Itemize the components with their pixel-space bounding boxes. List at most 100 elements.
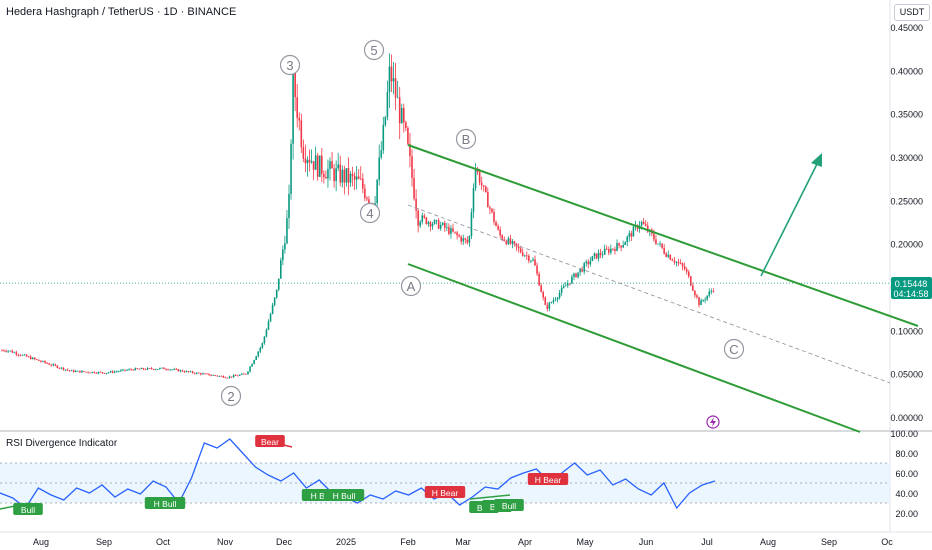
candle-body	[288, 193, 290, 219]
time-tick-label: Oct	[156, 537, 171, 547]
candle-body	[489, 207, 491, 209]
rsi-tick-label: 60.00	[895, 469, 918, 479]
candle-body	[81, 370, 83, 373]
candle-body	[587, 261, 590, 265]
candle-body	[462, 238, 465, 242]
candle-body	[497, 226, 499, 230]
candle-body	[337, 164, 339, 169]
time-tick-label: Apr	[518, 537, 532, 547]
time-tick-label: Aug	[33, 537, 49, 547]
candle-body	[405, 122, 407, 128]
wave-circle	[359, 202, 381, 224]
candle-body	[444, 222, 446, 228]
candle-body	[569, 283, 571, 285]
candle-body	[591, 256, 594, 262]
candle-body	[70, 370, 73, 372]
candle-body	[437, 220, 440, 229]
candle-body	[605, 248, 608, 250]
time-tick-label: Mar	[455, 537, 471, 547]
candle-body	[499, 229, 501, 236]
price-tick-label: 0.40000	[890, 66, 923, 76]
candle-body	[433, 220, 436, 224]
candle-body	[620, 245, 622, 248]
candle-body	[392, 78, 395, 82]
candle-body	[284, 243, 286, 250]
candle-body	[161, 367, 163, 369]
candle-body	[480, 182, 483, 186]
candle-body	[538, 273, 540, 286]
price-tick-label: 0.00000	[890, 413, 923, 423]
candle-body	[187, 371, 190, 372]
candle-body	[107, 372, 110, 374]
candle-body	[468, 236, 471, 243]
candle-body	[398, 97, 401, 124]
candle-body	[226, 377, 229, 379]
candle-body	[204, 373, 206, 375]
candle-body	[294, 68, 296, 98]
candle-body	[409, 143, 411, 157]
candle-body	[482, 185, 485, 187]
candle-body	[181, 370, 184, 372]
candle-body	[626, 236, 629, 243]
candle-body	[152, 369, 155, 370]
candle-body	[267, 321, 270, 330]
divergence-label: H Bear	[432, 488, 459, 498]
candle-body	[157, 369, 159, 370]
candle-body	[343, 169, 346, 183]
candle-body	[347, 168, 350, 183]
candle-body	[321, 155, 323, 174]
candle-body	[195, 372, 198, 374]
candle-body	[44, 360, 46, 363]
candle-body	[111, 371, 114, 373]
candle-body	[222, 375, 225, 378]
candle-body	[521, 252, 524, 256]
candle-body	[554, 299, 557, 301]
candle-body	[163, 367, 165, 370]
candle-body	[198, 372, 200, 374]
candle-body	[132, 369, 134, 371]
candle-body	[298, 117, 301, 121]
wave-label: 4	[366, 206, 373, 221]
candle-body	[511, 241, 514, 244]
candle-body	[579, 269, 581, 273]
candle-body	[704, 299, 706, 301]
divergence-label: Bear	[261, 437, 279, 447]
candle-body	[31, 357, 34, 360]
wave-circle	[400, 275, 422, 297]
candle-body	[417, 210, 419, 226]
candle-body	[300, 120, 303, 148]
candle-body	[243, 373, 245, 375]
candle-body	[630, 233, 633, 237]
currency-button[interactable]: USDT	[894, 4, 930, 21]
candle-body	[624, 242, 626, 246]
candle-body	[556, 297, 559, 300]
candle-body	[429, 222, 432, 227]
divergence-label: H Bear	[535, 475, 562, 485]
candle-body	[359, 178, 362, 180]
candle-body	[202, 373, 204, 375]
candle-body	[632, 226, 635, 237]
candle-body	[542, 292, 544, 298]
candle-body	[702, 300, 704, 302]
lightning-icon	[710, 417, 716, 427]
candle-body	[124, 369, 126, 371]
time-tick-label: 2025	[336, 537, 356, 547]
candle-body	[675, 261, 678, 263]
candle-body	[530, 260, 532, 262]
candle-body	[66, 369, 69, 371]
candle-body	[622, 245, 624, 248]
candle-body	[380, 150, 383, 158]
candle-body	[220, 375, 223, 377]
candle-body	[368, 199, 370, 204]
candle-body	[261, 343, 264, 348]
wave-label: B	[462, 132, 471, 147]
candle-body	[116, 371, 118, 373]
candle-body	[532, 259, 534, 261]
candle-body	[56, 365, 59, 368]
wave-label: 5	[370, 43, 377, 58]
candle-body	[154, 369, 157, 371]
overlay-layer: 2 3 4 5 A B C	[0, 39, 919, 433]
candle-body	[595, 253, 598, 259]
